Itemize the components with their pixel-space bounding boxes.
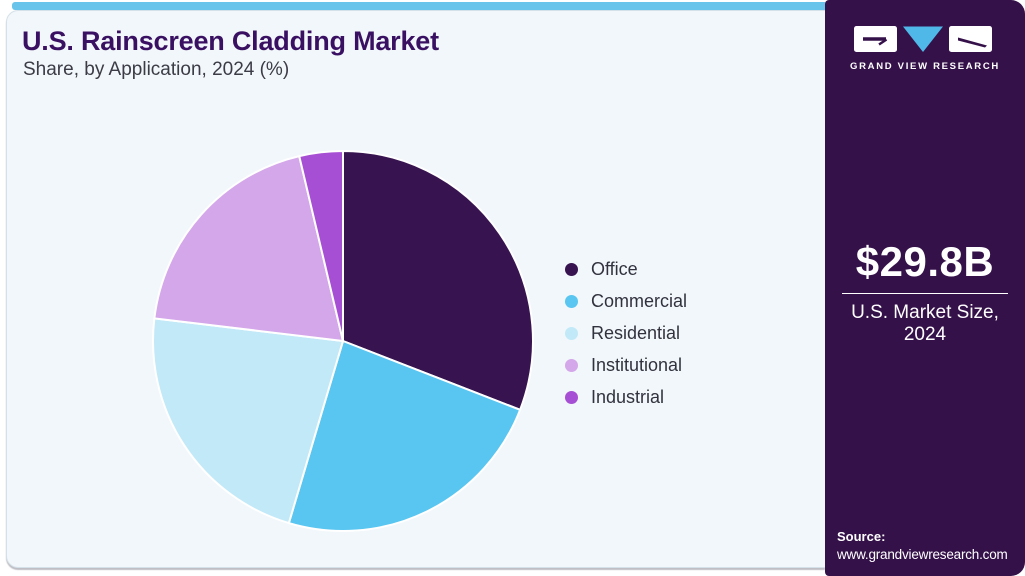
market-size-label-line1: U.S. Market Size,: [851, 302, 999, 323]
logo-r-tile: [949, 26, 992, 52]
logo-r-stroke: [958, 37, 987, 48]
gvr-logo-icon: [854, 26, 992, 52]
pie-slice-commercial: [287, 340, 522, 532]
legend-item-industrial: Industrial: [565, 388, 687, 406]
market-size-block: $29.8B U.S. Market Size, 2024: [825, 238, 1025, 347]
market-size-value: $29.8B: [855, 238, 995, 285]
market-size-label-line2: 2024: [903, 324, 947, 346]
pie-slice-industrial: [298, 150, 344, 342]
legend-item-office: Office: [565, 260, 687, 278]
legend-dot-icon: [565, 262, 578, 276]
source-label: Source:: [837, 529, 886, 544]
page-title: U.S. Rainscreen Cladding Market: [22, 26, 439, 56]
chart-legend: Office Commercial Residential Institutional…: [565, 260, 687, 406]
pie-slice-office: [342, 150, 534, 411]
market-size-label: U.S. Market Size, 2024: [825, 302, 1025, 347]
legend-label: Office: [591, 259, 638, 279]
legend-label: Commercial: [591, 291, 688, 311]
source-url: www.grandviewresearch.com: [837, 547, 1008, 562]
legend-dot-icon: [565, 390, 578, 404]
legend-label: Residential: [591, 323, 681, 343]
legend-item-institutional: Institutional: [565, 356, 687, 374]
brand-wordmark: GRAND VIEW RESEARCH: [849, 61, 1000, 72]
legend-dot-icon: [565, 358, 578, 372]
pie-chart: [151, 150, 534, 532]
chart-panel: U.S. Rainscreen Cladding Market Share, b…: [6, 10, 825, 568]
source-block: Source: www.grandviewresearch.com: [837, 529, 1008, 562]
logo-v-triangle: [903, 26, 943, 52]
legend-item-commercial: Commercial: [565, 292, 687, 310]
legend-dot-icon: [565, 294, 578, 308]
market-size-divider: [842, 293, 1008, 294]
brand-logo-block: GRAND VIEW RESEARCH: [825, 26, 1025, 72]
top-accent-bar: [12, 2, 825, 10]
legend-item-residential: Residential: [565, 324, 687, 342]
legend-label: Institutional: [591, 355, 683, 375]
legend-label: Industrial: [591, 387, 665, 407]
logo-g-hook: [878, 38, 888, 46]
legend-dot-icon: [565, 326, 578, 340]
sidebar: GRAND VIEW RESEARCH $29.8B U.S. Market S…: [825, 0, 1025, 576]
page-subtitle: Share, by Application, 2024 (%): [23, 59, 290, 80]
pie-slice-institutional: [153, 155, 344, 342]
pie-slice-residential: [151, 317, 344, 525]
